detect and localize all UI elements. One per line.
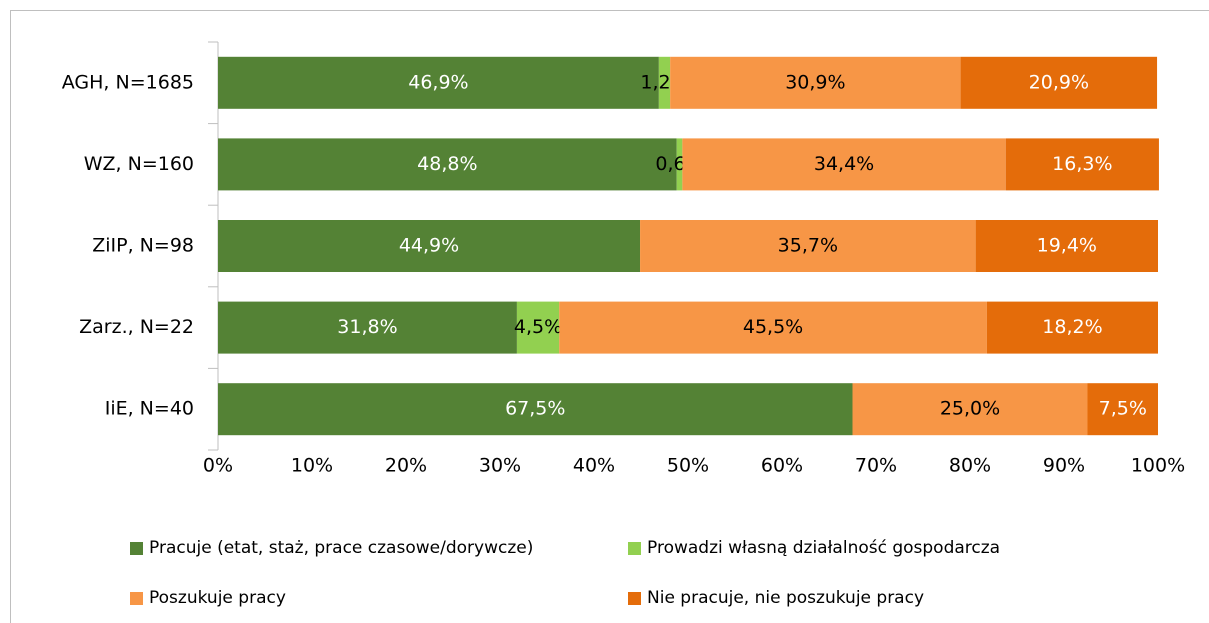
x-tick-label: 50%: [667, 455, 709, 477]
x-tick-label: 20%: [385, 455, 427, 477]
data-label: 67,5%: [505, 398, 565, 420]
legend-label: Pracuje (etat, staż, prace czasowe/doryw…: [149, 538, 533, 558]
data-label: 16,3%: [1052, 153, 1112, 175]
data-label: 44,9%: [399, 235, 459, 257]
data-label: 25,0%: [940, 398, 1000, 420]
data-label: 4,5%: [514, 316, 562, 338]
legend-swatch: [628, 592, 641, 605]
bar-segment: [670, 56, 961, 109]
legend-label: Poszukuje pracy: [149, 588, 286, 608]
bar-segment: [975, 220, 1158, 272]
data-label: 48,8%: [417, 153, 477, 175]
x-tick-label: 90%: [1043, 455, 1085, 477]
x-tick-label: 30%: [479, 455, 521, 477]
legend-label: Prowadzi własną działalność gospodarcza: [647, 538, 1000, 558]
data-label: 30,9%: [785, 71, 845, 93]
legend-swatch: [130, 592, 143, 605]
y-tick-label: ZiIP, N=98: [92, 235, 194, 257]
data-label: 20,9%: [1029, 71, 1089, 93]
data-label: 46,9%: [408, 71, 468, 93]
data-label: 19,4%: [1037, 235, 1097, 257]
x-tick-label: 70%: [855, 455, 897, 477]
x-tick-label: 10%: [291, 455, 333, 477]
bar-segment: [682, 138, 1006, 191]
bar-segment: [218, 220, 641, 272]
y-tick-label: AGH, N=1685: [62, 71, 194, 93]
data-label: 7,5%: [1099, 398, 1147, 420]
y-tick-label: IiE, N=40: [105, 398, 194, 420]
data-label: 18,2%: [1042, 316, 1102, 338]
data-label: 34,4%: [814, 153, 874, 175]
bar-segment: [676, 138, 683, 191]
legend-swatch: [628, 542, 641, 555]
bar-segment: [218, 56, 659, 109]
legend-label: Nie pracuje, nie poszukuje pracy: [647, 588, 924, 608]
bar-segment: [852, 383, 1088, 436]
data-label: 31,8%: [337, 316, 397, 338]
bar-segment: [960, 56, 1158, 109]
bar-segment: [658, 56, 671, 109]
y-tick-label: Zarz., N=22: [79, 316, 194, 338]
x-tick-label: 100%: [1131, 455, 1185, 477]
bar-segment: [218, 138, 677, 191]
bar-segment: [516, 301, 560, 354]
data-label: 35,7%: [778, 235, 838, 257]
bar-segment: [1087, 383, 1158, 436]
bar-segment: [1005, 138, 1159, 191]
bar-segment: [640, 220, 976, 272]
bar-segment: [218, 383, 853, 436]
x-tick-label: 60%: [761, 455, 803, 477]
bar-segment: [986, 301, 1158, 354]
x-tick-label: 80%: [949, 455, 991, 477]
x-tick-label: 0%: [203, 455, 233, 477]
bar-segment: [218, 301, 517, 354]
legend-swatch: [130, 542, 143, 555]
y-tick-label: WZ, N=160: [84, 153, 194, 175]
bar-segment: [559, 301, 987, 354]
data-label: 45,5%: [743, 316, 803, 338]
x-tick-label: 40%: [573, 455, 615, 477]
